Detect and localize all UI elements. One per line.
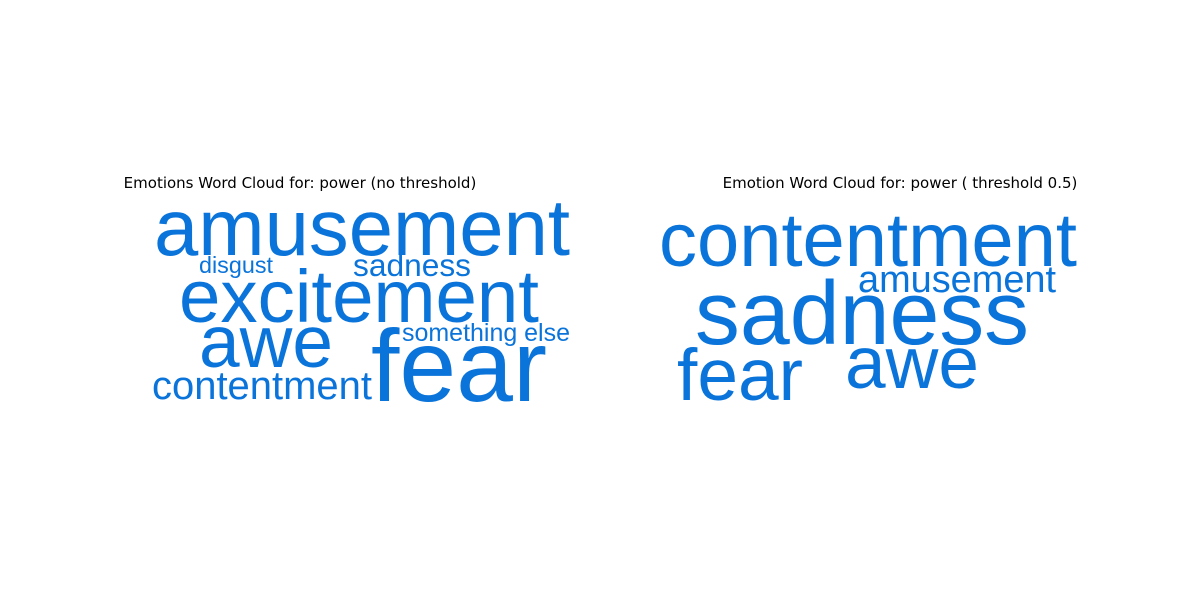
word-disgust: disgust <box>199 252 274 278</box>
left-wordcloud-panel: Emotions Word Cloud for: power (no thres… <box>123 174 570 423</box>
word-amusement: amusement <box>154 183 570 272</box>
word-fear: fear <box>371 309 547 423</box>
word-contentment: contentment <box>152 364 372 408</box>
word-sadness: sadness <box>353 247 471 283</box>
word-excitement: excitement <box>179 255 539 338</box>
word-sadness: sadness <box>695 264 1029 364</box>
word-fear: fear <box>677 335 803 416</box>
right-wordcloud-panel: Emotion Word Cloud for: power ( threshol… <box>600 0 1200 600</box>
word-contentment: contentment <box>659 198 1077 283</box>
word-awe: awe <box>845 323 979 404</box>
left-chart-title: Emotions Word Cloud for: power (no thres… <box>123 174 477 192</box>
word-amusement: amusement <box>858 259 1056 301</box>
word-something-else: something else <box>402 319 570 347</box>
right-chart-title: Emotion Word Cloud for: power ( threshol… <box>722 174 1078 192</box>
word-awe: awe <box>199 302 333 383</box>
